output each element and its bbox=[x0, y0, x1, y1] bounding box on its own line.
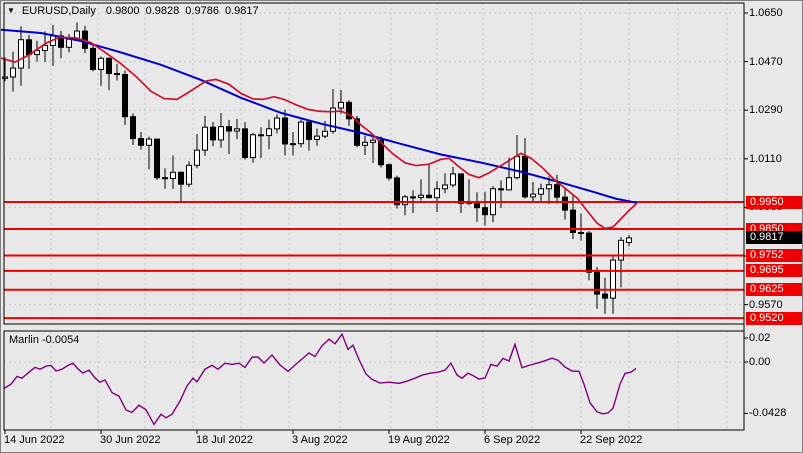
indicator-name: Marlin bbox=[9, 334, 39, 346]
time-axis-label: 19 Aug 2022 bbox=[388, 434, 450, 446]
indicator-scale-label: -0.0428 bbox=[749, 407, 787, 420]
price-scale-label: 0.9570 bbox=[749, 298, 783, 311]
time-axis-label: 14 Jun 2022 bbox=[4, 434, 65, 446]
symbol-timeframe-label: EURUSD,Daily bbox=[21, 5, 96, 17]
level-price-label: 0.9950 bbox=[746, 195, 802, 209]
price-scale-label: 1.0110 bbox=[749, 152, 782, 165]
current-price-label: 0.9817 bbox=[746, 231, 802, 245]
indicator-scale-label: 0.00 bbox=[749, 356, 771, 368]
time-axis-label: 6 Sep 2022 bbox=[484, 434, 541, 446]
time-axis-label: 3 Aug 2022 bbox=[292, 434, 348, 446]
level-price-label: 0.9520 bbox=[746, 311, 802, 325]
indicator-name-value: Marlin -0.0054 bbox=[9, 334, 79, 347]
time-axis-label: 22 Sep 2022 bbox=[580, 434, 643, 446]
chart-title: ▼ EURUSD,Daily 0.9800 0.9828 0.9786 0.9817 bbox=[7, 5, 259, 18]
price-scale-label: 1.0650 bbox=[749, 7, 783, 19]
price-scale-label: 1.0470 bbox=[749, 55, 783, 68]
ohlc-values-label: 0.9800 0.9828 0.9786 0.9817 bbox=[105, 5, 259, 17]
time-axis-label: 18 Jul 2022 bbox=[196, 434, 253, 446]
triangle-marker-icon: ▼ bbox=[7, 6, 15, 15]
indicator-scale-label: 0.02 bbox=[749, 332, 771, 344]
level-price-label: 0.9752 bbox=[746, 248, 802, 262]
price-scale-label: 1.0290 bbox=[749, 104, 783, 117]
time-axis-label: 30 Jun 2022 bbox=[100, 434, 161, 446]
level-price-label: 0.9695 bbox=[746, 264, 802, 278]
level-price-label: 0.9625 bbox=[746, 283, 802, 297]
indicator-value: -0.0054 bbox=[42, 334, 80, 346]
